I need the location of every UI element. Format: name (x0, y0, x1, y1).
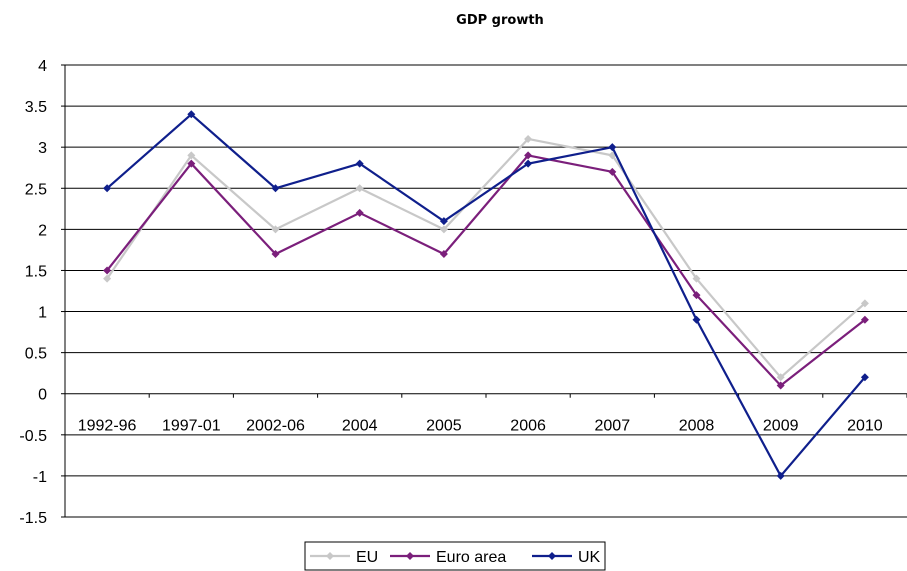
data-point (103, 266, 112, 275)
data-point (776, 381, 785, 390)
data-point (271, 250, 280, 259)
x-tick-label: 2004 (342, 418, 378, 435)
series-line (106, 112, 866, 478)
data-point (524, 134, 533, 143)
y-tick-labels: 4 3.5 3 2.5 2 1.5 1 0.5 0 -0.5 -1 -1.5 (19, 58, 47, 527)
y-tick-label: 2 (38, 222, 47, 239)
data-point (187, 159, 196, 168)
legend-marker (326, 552, 334, 560)
y-tick-label: 1 (38, 305, 47, 322)
data-point (692, 274, 701, 283)
y-tick-label: 2.5 (25, 181, 47, 198)
data-point (103, 184, 112, 193)
data-point (776, 373, 785, 382)
data-point (860, 315, 869, 324)
data-point (524, 151, 533, 160)
data-point (776, 471, 785, 480)
data-point (355, 208, 364, 217)
legend: EU Euro area UK (304, 541, 606, 571)
data-point (439, 250, 448, 259)
legend-marker (548, 552, 556, 560)
series (103, 110, 869, 480)
chart-title: GDP growth (456, 13, 544, 28)
y-tick-label: -1 (33, 469, 47, 486)
data-point (692, 291, 701, 300)
data-point (608, 167, 617, 176)
x-tick-label: 2007 (595, 418, 631, 435)
data-point (439, 225, 448, 234)
x-tick-label: 2009 (763, 418, 799, 435)
data-point (103, 274, 112, 283)
data-point (187, 110, 196, 119)
y-tick-label: 3.5 (25, 99, 47, 116)
data-point (271, 184, 280, 193)
x-tick-label: 1997-01 (162, 418, 221, 435)
legend-label: Euro area (436, 549, 506, 566)
series-line (106, 137, 866, 379)
y-tick-label: 4 (38, 58, 47, 75)
data-point (271, 225, 280, 234)
x-tick-label: 1992-96 (78, 418, 137, 435)
data-point (860, 299, 869, 308)
x-tick-label: 2010 (847, 418, 883, 435)
axes (61, 64, 907, 518)
grid (65, 64, 907, 518)
y-tick-label: -1.5 (19, 510, 47, 527)
data-point (355, 159, 364, 168)
data-point (860, 373, 869, 382)
y-tick-label: 1.5 (25, 263, 47, 280)
x-tick-label: 2006 (510, 418, 546, 435)
legend-label: EU (356, 549, 378, 566)
x-tick-label: 2005 (426, 418, 462, 435)
data-point (439, 217, 448, 226)
x-tick-label: 2008 (679, 418, 715, 435)
x-tick-labels: 1992-96 1997-01 2002-06 2004 2005 2006 2007 200… (78, 418, 883, 435)
y-tick-label: 0 (38, 387, 47, 404)
data-point (524, 159, 533, 168)
data-point (608, 143, 617, 152)
data-point (187, 151, 196, 160)
y-tick-label: 3 (38, 140, 47, 157)
x-tick-label: 2002-06 (246, 418, 305, 435)
data-point (355, 184, 364, 193)
legend-marker (406, 552, 414, 560)
series-line (106, 154, 866, 387)
legend-label: UK (578, 549, 601, 566)
y-tick-label: 0.5 (25, 346, 47, 363)
data-point (692, 315, 701, 324)
y-tick-label: -0.5 (19, 428, 47, 445)
